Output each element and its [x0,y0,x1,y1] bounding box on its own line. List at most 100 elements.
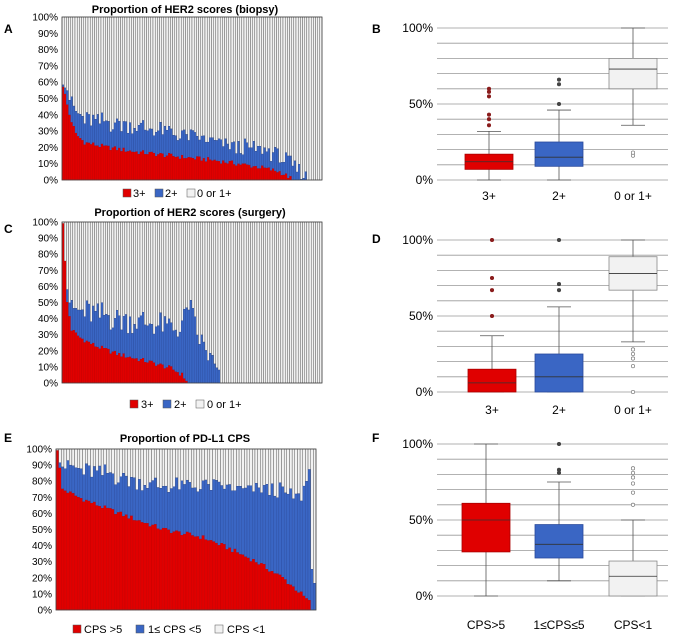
bar-segment-negative [100,16,104,114]
bar-segment-negative [115,221,119,311]
bar-segment-high [148,360,152,384]
bar-segment-negative [207,448,211,485]
bar-segment-negative [98,448,102,467]
bar-segment-mid [152,333,156,363]
y-tick-label: 100% [402,21,433,35]
y-tick-label: 20% [38,143,58,154]
bar-segment-high [219,163,223,181]
bar-segment-mid [191,308,195,384]
bar-segment-mid [172,135,175,157]
bar-segment-negative [235,16,238,154]
bar-segment-high [68,316,71,384]
bar-segment-negative [90,448,94,478]
bar-segment-mid [100,112,104,145]
bar-segment-negative [85,16,89,113]
bar-segment-negative [258,16,262,147]
bar-segment-negative [124,448,128,477]
bar-segment-high [167,365,171,384]
bar-segment-negative [83,16,87,124]
bar-segment-high [92,342,95,384]
bar-segment-high [289,584,293,611]
bar-segment-high [92,142,95,181]
bar-segment-high [154,365,158,384]
bar-segment-mid [183,484,187,535]
bar-segment-negative [294,448,298,495]
bar-segment-high [109,150,113,181]
bar-segment-mid [74,467,78,497]
bar-segment-mid [159,488,163,530]
bar-segment-mid [189,129,193,158]
bar-segment-negative [183,448,187,485]
bar-segment-high [79,138,82,181]
bar-segment-negative [278,16,282,164]
bar-segment-high [262,564,266,611]
bar-segment-negative [213,16,217,141]
bar-segment-mid [284,152,288,174]
bar-segment-mid [82,474,86,502]
bar-segment-negative [191,448,195,489]
bar-segment-mid [202,341,206,384]
bar-segment-negative [310,448,314,570]
bar-segment-negative [119,448,123,477]
y-tick-label: 40% [38,110,58,121]
bar-segment-high [137,361,141,384]
bar-segment-high [165,367,169,384]
bar-segment-mid [187,140,191,158]
bar-segment-high [276,172,279,181]
legend-swatch-2plus [162,399,172,409]
bar-segment-negative [261,221,264,384]
bar-segment-mid [111,129,115,148]
bar-segment-negative [308,221,312,384]
bar-segment-high [199,538,203,611]
bar-segment-negative [300,16,303,180]
bar-segment-high [114,514,118,611]
bar-segment-negative [269,221,273,384]
y-tick-label: 50% [38,94,58,105]
box-iqr [534,524,584,559]
bar-segment-mid [189,300,193,384]
bar-segment-negative [198,16,201,141]
outlier-point [630,481,636,486]
bar-segment-negative [156,448,160,488]
bar-segment-negative [199,448,203,490]
bar-segment-high [61,488,65,611]
bar-segment-negative [128,16,132,123]
bar-segment-mid [237,141,240,165]
bar-segment-negative [201,448,205,482]
bar-segment-high [175,530,179,611]
bar-segment-negative [211,16,214,138]
bar-segment-high [276,573,280,611]
bar-segment-high [135,151,139,181]
bar-segment-negative [79,16,82,115]
bar-segment-high [281,577,285,611]
bar-segment-negative [267,221,271,384]
bar-segment-high [302,595,306,611]
bar-segment-high [206,157,210,181]
y-tick-label: 60% [32,509,52,520]
bar-segment-mid [161,331,165,365]
bar-segment-mid [180,130,184,156]
y-tick-label: 10% [32,589,52,600]
bar-segment-mid [70,96,74,123]
bar-segment-negative [307,448,311,470]
panel-letter-e: E [4,431,12,445]
bar-segment-negative [165,16,169,131]
bar-segment-negative [228,16,232,150]
bar-segment-mid [72,308,76,331]
bar-segment-negative [137,221,141,318]
bar-segment-negative [249,448,253,486]
bar-segment-negative [159,16,162,123]
bar-segment-negative [135,448,139,490]
y-axis-ticks: 0% 10% 20% 30% 40% 50% 60% 70% 80% 90% 1… [26,445,52,617]
bar-segment-high [120,151,123,181]
legend-swatch-3plus [122,188,132,198]
bar-segment-high [204,161,208,181]
outlier-point [630,364,636,369]
bar-segment-high [172,156,175,181]
bar-segment-negative [92,221,95,307]
bar-segment-negative [61,448,65,468]
bar-segment-negative [209,221,212,354]
bar-segment-high [107,145,110,181]
bar-segment-negative [248,16,251,148]
bar-segment-mid [273,495,277,574]
